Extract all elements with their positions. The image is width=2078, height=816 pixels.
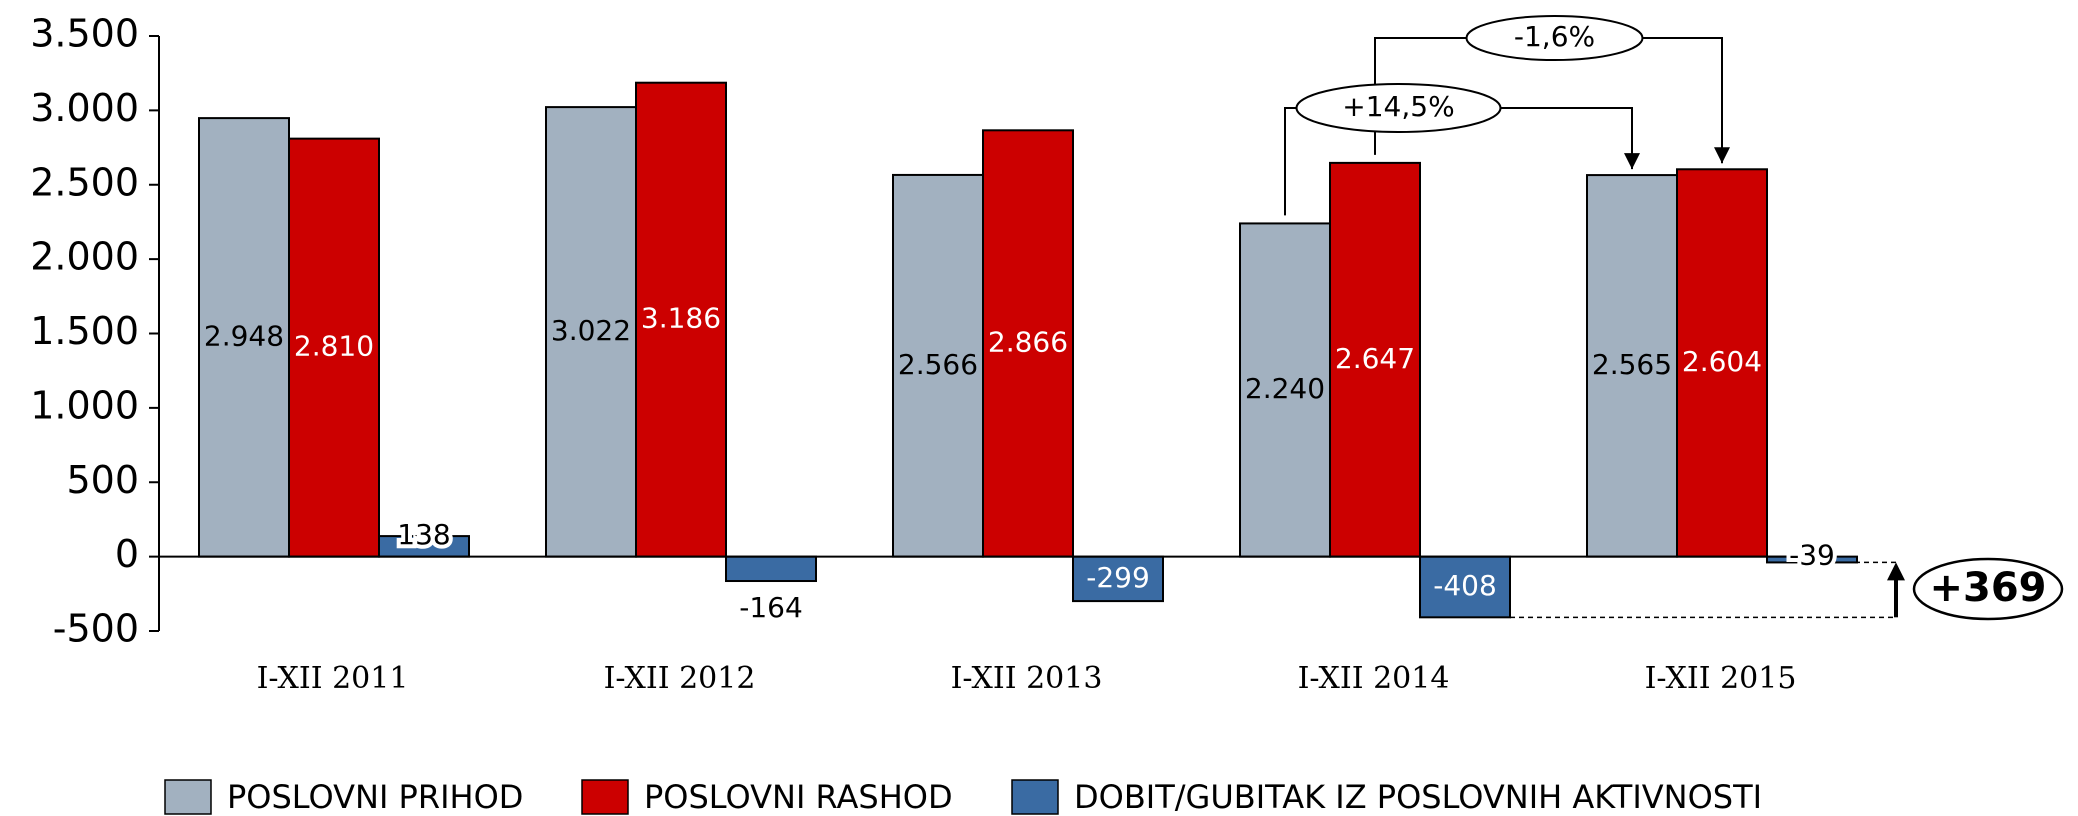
- legend-label: POSLOVNI RASHOD: [644, 778, 953, 816]
- bar: [982, 129, 1074, 558]
- bar: [725, 555, 817, 583]
- y-tick-label: 2.000: [30, 235, 139, 279]
- data-label: 2.810: [294, 330, 374, 363]
- legend-swatch: [1011, 779, 1059, 815]
- x-tick-label: I-XII 2015: [1645, 661, 1797, 696]
- bar: [1329, 161, 1421, 558]
- annotation: -1,6%: [1514, 20, 1595, 53]
- arrow-head: [1887, 562, 1905, 581]
- arrow-head: [1714, 147, 1730, 164]
- bar: [1419, 555, 1511, 619]
- y-tick-label: 500: [66, 458, 139, 502]
- x-tick-label: I-XII 2013: [951, 661, 1103, 696]
- data-label: -164: [739, 591, 803, 624]
- annotation-bubble: [1295, 83, 1502, 133]
- bar: [635, 81, 727, 558]
- data-label: 2.566: [898, 348, 978, 381]
- annotation: +369: [1929, 565, 2046, 611]
- data-label: 2.565: [1592, 348, 1672, 381]
- bar: [1586, 174, 1678, 558]
- y-tick-label: 3.000: [30, 86, 139, 130]
- x-tick-label: I-XII 2014: [1298, 661, 1450, 696]
- x-tick-label: I-XII 2012: [604, 661, 756, 696]
- bar: [1676, 168, 1768, 558]
- arrow-head: [1624, 153, 1640, 170]
- x-tick-label: I-XII 2011: [257, 661, 409, 696]
- y-tick-label: 2.500: [30, 160, 139, 204]
- data-label: 2.240: [1245, 372, 1325, 405]
- y-tick-label: 1.500: [30, 309, 139, 353]
- legend-swatch: [581, 779, 629, 815]
- data-label: 2.647: [1335, 342, 1415, 375]
- y-tick-label: 0: [115, 532, 139, 576]
- legend-label: DOBIT/GUBITAK IZ POSLOVNIH AKTIVNOSTI: [1074, 778, 1762, 816]
- data-label: 2.604: [1682, 345, 1762, 378]
- legend-swatch: [164, 779, 212, 815]
- annotation-bubble: [1465, 15, 1644, 61]
- bar: [288, 137, 380, 558]
- data-label: 3.186: [641, 302, 721, 335]
- bar: [1239, 222, 1331, 558]
- y-tick-label: 1.000: [30, 383, 139, 427]
- bar: [545, 106, 637, 558]
- y-tick-label: -500: [53, 607, 139, 651]
- legend-label: POSLOVNI PRIHOD: [227, 778, 523, 816]
- data-label: -299: [1086, 561, 1150, 594]
- data-label: -39: [1789, 539, 1835, 572]
- data-label: 3.022: [551, 314, 631, 347]
- data-label: 2.866: [988, 325, 1068, 358]
- annotation-bubble: [1912, 557, 2064, 621]
- annotation: +14,5%: [1342, 90, 1454, 123]
- data-label: -408: [1433, 569, 1497, 602]
- y-tick-label: 3.500: [30, 12, 139, 56]
- data-label: 2.948: [204, 319, 284, 352]
- data-label: 138: [397, 518, 450, 551]
